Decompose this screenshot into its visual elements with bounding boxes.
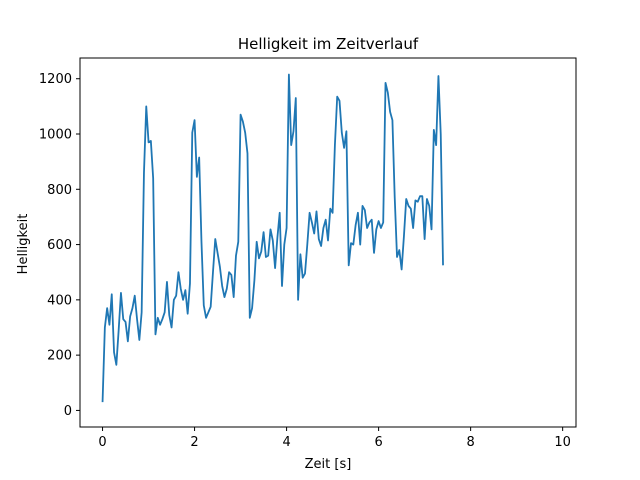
- y-tick-label: 1000: [39, 128, 72, 143]
- x-tick-label: 8: [466, 435, 474, 450]
- y-tick-label: 600: [47, 238, 72, 253]
- x-axis: 0 2 4 6 8 10: [98, 427, 571, 450]
- plot-frame: [79, 57, 577, 428]
- x-tick-label: 10: [554, 435, 571, 450]
- y-tick-label: 200: [47, 349, 72, 364]
- x-tick-label: 2: [190, 435, 198, 450]
- x-axis-label: Zeit [s]: [305, 457, 352, 472]
- plot-marks: [101, 73, 444, 403]
- y-tick-label: 400: [47, 293, 72, 308]
- y-axis: 0 200 400 600 800 1000 1200: [39, 72, 80, 419]
- y-tick-label: 1200: [39, 72, 72, 87]
- chart-title: Helligkeit im Zeitverlauf: [238, 35, 419, 53]
- y-axis-label: Helligkeit: [16, 214, 31, 275]
- x-tick-label: 4: [282, 435, 290, 450]
- y-tick-label: 0: [64, 404, 72, 419]
- x-tick-label: 0: [98, 435, 106, 450]
- series-line: [101, 73, 444, 403]
- x-tick-label: 6: [374, 435, 382, 450]
- y-tick-label: 800: [47, 183, 72, 198]
